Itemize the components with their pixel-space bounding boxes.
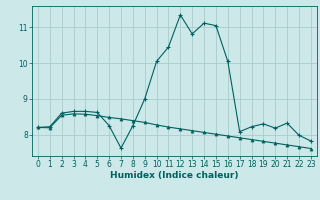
X-axis label: Humidex (Indice chaleur): Humidex (Indice chaleur) [110,171,239,180]
